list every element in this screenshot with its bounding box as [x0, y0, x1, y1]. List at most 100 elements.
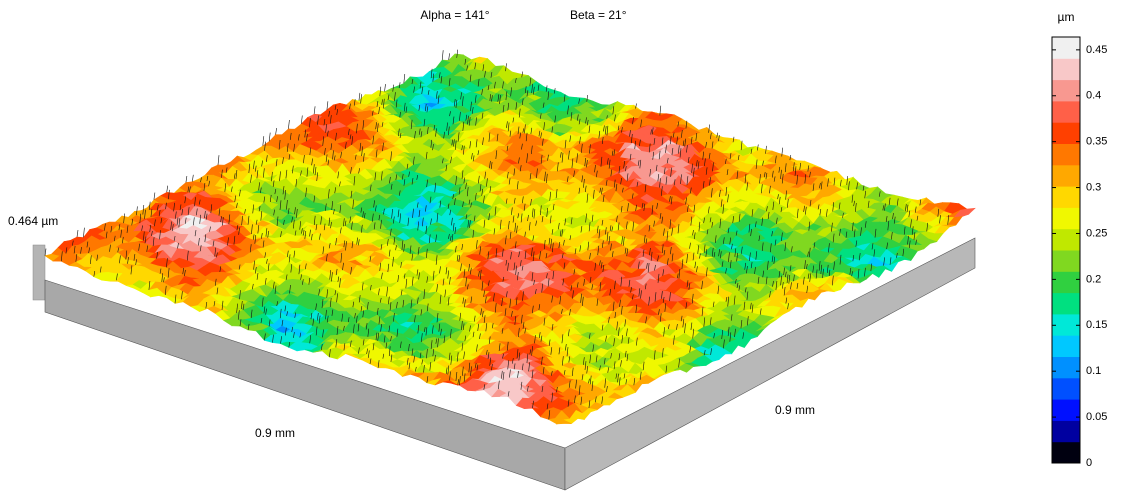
surface-spike: [481, 88, 483, 96]
surface-spike: [356, 237, 358, 246]
surface-spike: [761, 184, 763, 194]
surface-spike: [570, 285, 573, 292]
surface-spike: [521, 265, 524, 271]
surface-spike: [649, 168, 651, 177]
surface-spike: [214, 247, 216, 257]
surface-spike: [328, 243, 331, 249]
surface-spike: [448, 126, 450, 136]
surface-spike: [561, 308, 563, 315]
surface-spike: [286, 311, 288, 317]
surface-spike: [539, 113, 542, 120]
surface-spike: [326, 101, 329, 111]
surface-spike: [491, 323, 494, 329]
surface-spike: [516, 225, 518, 234]
surface-spike: [479, 246, 481, 255]
surface-spike: [236, 303, 238, 314]
surface-spike: [353, 175, 356, 186]
surface-spike: [851, 271, 853, 277]
surface-spike: [360, 94, 362, 104]
surface-spike: [437, 95, 440, 105]
surface-spike: [408, 343, 410, 352]
surface-spike: [411, 253, 413, 262]
surface-spike: [576, 153, 578, 164]
surface-spike: [499, 94, 501, 105]
surface-spike: [691, 293, 694, 304]
surface-spike: [547, 91, 550, 101]
surface-spike: [747, 316, 749, 326]
surface-spike: [326, 289, 328, 299]
surface-spike: [714, 235, 717, 244]
surface-spike: [502, 248, 504, 257]
surface-spike: [161, 273, 163, 283]
surface-spike: [842, 212, 844, 219]
surface-spike: [321, 299, 324, 309]
surface-spike: [306, 133, 308, 142]
surface-spike: [184, 196, 186, 204]
surface-spike: [244, 208, 246, 215]
surface-spike: [160, 218, 163, 224]
surface-spike: [413, 156, 415, 166]
surface-spike: [313, 106, 316, 115]
surface-spike: [375, 332, 378, 341]
surface-spike: [524, 328, 526, 334]
surface-spike: [838, 202, 841, 210]
surface-spike: [579, 245, 581, 252]
surface-spike: [285, 274, 288, 281]
surface-spike: [327, 159, 330, 166]
surface-spike: [362, 120, 365, 130]
surface-spike: [839, 228, 841, 237]
surface-spike: [377, 332, 379, 342]
surface-spike: [637, 160, 640, 167]
surface-spike: [702, 181, 705, 189]
surface-spike: [558, 222, 560, 230]
surface-spike: [261, 233, 263, 240]
surface-spike: [654, 292, 657, 302]
surface-spike: [470, 267, 472, 275]
surface-spike: [361, 282, 364, 291]
surface-spike: [311, 158, 313, 166]
surface-spike: [430, 68, 433, 79]
surface-spike: [853, 200, 855, 207]
surface-spike: [251, 224, 253, 235]
surface-spike: [780, 207, 783, 213]
surface-spike: [585, 117, 587, 124]
surface-spike: [509, 231, 512, 240]
surface-spike: [296, 208, 298, 219]
surface-spike: [727, 326, 730, 337]
surface-spike: [711, 188, 713, 198]
surface-spike: [586, 119, 589, 126]
surface-spike: [360, 306, 363, 312]
surface-spike: [812, 265, 814, 274]
surface-spike: [608, 316, 610, 323]
surface-spike: [44, 248, 47, 256]
surface-spike: [670, 246, 672, 255]
surface-spike: [524, 250, 527, 260]
surface-spike: [751, 304, 754, 314]
surface-spike: [770, 243, 772, 253]
surface-spike: [376, 307, 379, 316]
surface-spike: [200, 177, 202, 183]
surface-spike: [769, 291, 771, 298]
surface-spike: [609, 288, 611, 296]
surface-spike: [238, 227, 240, 236]
surface-spike: [505, 91, 508, 101]
surface-spike: [513, 262, 516, 271]
surface-spike: [494, 303, 497, 313]
surface-spike: [725, 186, 728, 197]
surface-spike: [317, 313, 319, 321]
surface-spike: [598, 229, 601, 239]
surface-spike: [729, 260, 732, 269]
surface-spike: [156, 251, 158, 259]
surface-spike: [622, 187, 624, 193]
surface-spike: [214, 278, 217, 287]
surface-spike: [130, 265, 133, 275]
surface-spike: [266, 258, 268, 265]
surface-spike: [529, 77, 532, 87]
surface-spike: [351, 221, 353, 231]
surface-spike: [464, 58, 467, 66]
surface-spike: [452, 222, 455, 232]
surface-spike: [379, 86, 382, 97]
surface-spike: [545, 85, 548, 93]
surface-spike: [219, 266, 222, 273]
surface-spike: [540, 154, 543, 165]
